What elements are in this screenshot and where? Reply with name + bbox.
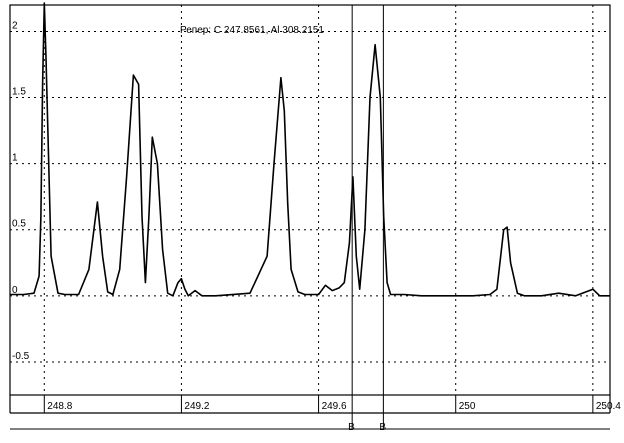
y-tick-labels: 2 1.5 1 0.5 0 -0.5 (12, 20, 30, 362)
x-tick-label: 250 (459, 401, 476, 412)
y-tick-label: 2 (12, 20, 18, 31)
y-tick-label: -0.5 (12, 351, 30, 362)
grid (10, 5, 610, 395)
x-tick-label: 248.8 (47, 401, 72, 412)
axes (9, 4, 611, 430)
marker-label: B (379, 422, 386, 433)
x-tick-label: 249.6 (322, 401, 347, 412)
chart-title: Репер: C 247.8561, Al 308.2151 (180, 25, 324, 36)
x-tick-labels: 248.8 249.2 249.6 250 250.4 (47, 401, 621, 412)
x-tick-label: 250.4 (596, 401, 621, 412)
x-tick-label: 249.2 (184, 401, 209, 412)
y-tick-label: 0.5 (12, 219, 26, 230)
spectrum-series-line (10, 2, 610, 297)
plot-frame (9, 4, 611, 396)
y-tick-label: 1.5 (12, 87, 26, 98)
y-tick-label: 0 (12, 285, 18, 296)
y-tick-label: 1 (12, 153, 18, 164)
marker-label: B (348, 422, 355, 433)
